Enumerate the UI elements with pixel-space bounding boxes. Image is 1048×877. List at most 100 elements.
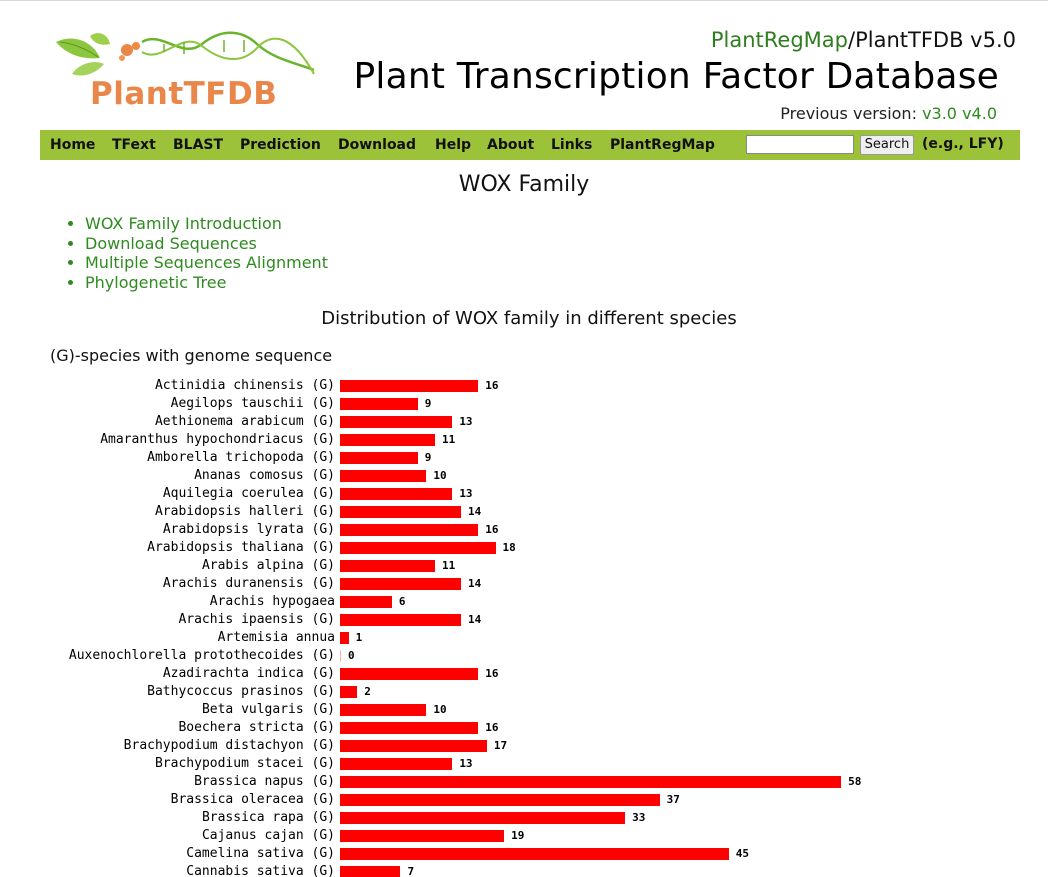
species-label[interactable]: Brassica napus (G) — [194, 774, 335, 789]
phylogenetic-tree-link[interactable]: Phylogenetic Tree — [85, 272, 227, 292]
bar-value-label: 19 — [511, 829, 525, 842]
family-title: WOX Family — [458, 172, 590, 197]
search-button[interactable]: Search — [860, 135, 914, 155]
genome-note: (G)-species with genome sequence — [50, 346, 333, 365]
species-label[interactable]: Brassica rapa (G) — [201, 810, 335, 825]
bar-value-label: 2 — [364, 685, 371, 698]
nav-prediction[interactable]: Prediction — [240, 137, 321, 153]
species-label[interactable]: Arabidopsis thaliana (G) — [147, 540, 335, 555]
species-label[interactable]: Arachis hypogaea — [209, 594, 335, 609]
list-item: Phylogenetic Tree — [85, 273, 328, 293]
species-label[interactable]: Brassica oleracea (G) — [170, 792, 335, 807]
species-label[interactable]: Azadirachta indica (G) — [162, 666, 335, 681]
version-4-link[interactable]: v4.0 — [962, 104, 997, 123]
chart-bar — [340, 578, 461, 590]
species-label[interactable]: Brachypodium stacei (G) — [154, 756, 335, 771]
chart-bar — [340, 470, 427, 482]
bar-value-label: 10 — [433, 469, 447, 482]
family-introduction-link[interactable]: WOX Family Introduction — [85, 214, 282, 233]
species-label[interactable]: Actinidia chinensis (G) — [154, 378, 335, 393]
species-label[interactable]: Auxenochlorella protothecoides (G) — [68, 648, 335, 663]
nav-links[interactable]: Links — [551, 137, 593, 153]
list-item: Multiple Sequences Alignment — [85, 253, 328, 273]
version-line: PlantRegMap/PlantTFDB v5.0 — [711, 28, 1016, 52]
chart-bar — [340, 596, 392, 608]
nav-help[interactable]: Help — [435, 137, 472, 153]
nav-tfext[interactable]: TFext — [112, 137, 156, 153]
nav-download[interactable]: Download — [338, 137, 417, 153]
chart-bar — [340, 776, 842, 788]
species-label[interactable]: Cajanus cajan (G) — [201, 828, 335, 843]
version-3-link[interactable]: v3.0 — [922, 104, 957, 123]
chart-row: Cannabis sativa (G) 7 — [0, 863, 1048, 877]
list-item: Download Sequences — [85, 234, 328, 254]
download-sequences-link[interactable]: Download Sequences — [85, 233, 257, 253]
chart-row: Brassica napus (G) 58 — [0, 773, 1048, 791]
chart-row: Aquilegia coerulea (G) 13 — [0, 485, 1048, 503]
chart-bar — [340, 452, 418, 464]
chart-row: Cajanus cajan (G) 19 — [0, 827, 1048, 845]
search-input[interactable] — [746, 135, 854, 154]
chart-row: Ananas comosus (G) 10 — [0, 467, 1048, 485]
species-label[interactable]: Arabidopsis lyrata (G) — [162, 522, 335, 537]
species-label[interactable]: Brachypodium distachyon (G) — [123, 738, 335, 753]
species-label[interactable]: Artemisia annua — [217, 630, 335, 645]
species-label[interactable]: Amaranthus hypochondriacus (G) — [100, 432, 335, 447]
logo-text: PlantTFDB — [90, 76, 278, 112]
species-label[interactable]: Aquilegia coerulea (G) — [162, 486, 335, 501]
nav-blast[interactable]: BLAST — [173, 137, 224, 153]
chart-bar — [340, 830, 505, 842]
species-label[interactable]: Arabis alpina (G) — [201, 558, 335, 573]
sequence-alignment-link[interactable]: Multiple Sequences Alignment — [85, 253, 328, 272]
bar-value-label: 1 — [355, 631, 363, 644]
chart-row: Bathycoccus prasinos (G) 2 — [0, 683, 1048, 701]
species-label[interactable]: Aegilops tauschii (G) — [170, 396, 335, 411]
nav-about[interactable]: About — [487, 137, 535, 153]
chart-bar — [340, 380, 479, 392]
bar-value-label: 58 — [848, 775, 862, 788]
chart-bar — [340, 488, 453, 500]
bar-value-label: 11 — [442, 433, 456, 446]
bar-value-label: 10 — [433, 703, 447, 716]
species-label[interactable]: Arachis duranensis (G) — [162, 576, 335, 591]
species-label[interactable]: Bathycoccus prasinos (G) — [147, 684, 335, 699]
planttfdb-logo[interactable] — [52, 30, 317, 112]
chart-bar — [340, 398, 418, 410]
previous-label: Previous version: — [780, 104, 917, 123]
chart-bar — [340, 740, 487, 752]
chart-bar — [340, 722, 479, 734]
species-label[interactable]: Arabidopsis halleri (G) — [154, 504, 335, 519]
species-bar-chart: Actinidia chinensis (G) 16 Aegilops tausch… — [0, 377, 1048, 877]
bar-value-label: 33 — [632, 811, 646, 824]
species-label[interactable]: Ananas comosus (G) — [194, 468, 335, 483]
bar-value-label: 45 — [735, 847, 750, 860]
bar-value-label: 14 — [467, 613, 482, 626]
nav-plantregmap[interactable]: PlantRegMap — [610, 137, 715, 153]
nav-home[interactable]: Home — [50, 137, 96, 153]
chart-row: Brassica rapa (G) 33 — [0, 809, 1048, 827]
species-label[interactable]: Arachis ipaensis (G) — [178, 612, 335, 627]
species-label[interactable]: Aethionema arabicum (G) — [154, 414, 335, 429]
bar-value-label: 16 — [485, 379, 499, 392]
bar-value-label: 17 — [493, 739, 508, 752]
chart-bar — [340, 650, 341, 662]
bar-value-label: 7 — [407, 865, 415, 877]
species-label[interactable]: Amborella trichopoda (G) — [147, 450, 335, 465]
bar-value-label: 0 — [348, 649, 355, 662]
chart-bar — [340, 560, 436, 572]
search-example: (e.g., LFY) — [922, 136, 1004, 152]
plantregmap-link[interactable]: PlantRegMap — [710, 28, 849, 52]
chart-bar — [340, 506, 461, 518]
species-label[interactable]: Cannabis sativa (G) — [186, 864, 335, 877]
chart-row: Aegilops tauschii (G) 9 — [0, 395, 1048, 413]
chart-row: Beta vulgaris (G) 10 — [0, 701, 1048, 719]
chart-row: Auxenochlorella protothecoides (G) 0 — [0, 647, 1048, 665]
species-label[interactable]: Boechera stricta (G) — [178, 720, 335, 735]
bar-value-label: 11 — [442, 559, 456, 572]
species-label[interactable]: Camelina sativa (G) — [186, 846, 335, 861]
chart-row: Camelina sativa (G) 45 — [0, 845, 1048, 863]
family-links: WOX Family Introduction Download Sequenc… — [65, 214, 328, 292]
species-label[interactable]: Beta vulgaris (G) — [201, 702, 335, 717]
chart-bar — [340, 794, 660, 806]
chart-bar — [340, 758, 453, 770]
